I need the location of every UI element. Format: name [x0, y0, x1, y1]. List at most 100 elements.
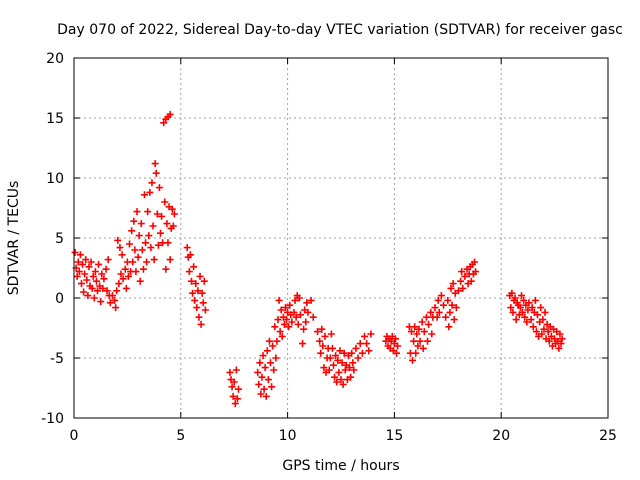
data-point [158, 212, 166, 220]
data-point [132, 268, 140, 276]
data-point [254, 368, 262, 376]
x-tick-label: 10 [279, 428, 297, 444]
data-point [448, 301, 456, 309]
data-point [532, 328, 540, 336]
data-point [143, 258, 151, 266]
data-point [261, 364, 269, 372]
y-tick-label: 15 [46, 111, 64, 127]
data-point [73, 272, 81, 280]
data-point [117, 270, 125, 278]
data-point [431, 304, 439, 312]
data-point [428, 330, 436, 338]
data-point [138, 246, 146, 254]
data-point [435, 308, 443, 316]
data-point [114, 236, 122, 244]
data-point [446, 308, 454, 316]
data-point [256, 359, 264, 367]
data-point [232, 366, 240, 374]
data-point [328, 344, 336, 352]
data-point [87, 258, 95, 266]
data-point [320, 364, 328, 372]
x-tick-label: 20 [492, 428, 510, 444]
data-point [231, 400, 239, 408]
data-point [268, 383, 276, 391]
data-point [74, 258, 82, 266]
data-point [80, 288, 88, 296]
data-point [334, 356, 342, 364]
data-point [411, 323, 419, 331]
data-point [83, 276, 91, 284]
data-point [280, 320, 288, 328]
data-point [258, 373, 266, 381]
data-point [424, 337, 432, 345]
grid-lines [74, 58, 608, 418]
y-tick-label: 20 [46, 51, 64, 67]
data-point [360, 332, 368, 340]
data-point [437, 292, 445, 300]
data-point [418, 318, 426, 326]
data-point [394, 342, 402, 350]
data-point [273, 337, 281, 345]
data-point [348, 349, 356, 357]
x-tick-label: 25 [599, 428, 617, 444]
data-point [275, 296, 283, 304]
data-point [283, 316, 291, 324]
data-point [84, 292, 92, 300]
data-point [520, 296, 528, 304]
data-point [531, 296, 539, 304]
data-point [149, 222, 157, 230]
data-point [186, 251, 194, 259]
data-point [326, 354, 334, 362]
data-point [137, 220, 145, 228]
data-point [144, 208, 152, 216]
data-point [524, 306, 532, 314]
data-point [450, 316, 458, 324]
data-point [452, 304, 460, 312]
data-point [124, 272, 132, 280]
data-point [391, 335, 399, 343]
data-point [195, 313, 203, 321]
data-point [338, 359, 346, 367]
data-point [77, 280, 85, 288]
data-point [200, 277, 208, 285]
data-point [271, 323, 279, 331]
data-point [79, 260, 87, 268]
data-point [170, 210, 178, 218]
data-point [134, 253, 142, 261]
data-point [230, 378, 238, 386]
data-point [112, 304, 120, 312]
data-point [108, 292, 116, 300]
data-point [331, 373, 339, 381]
data-point [197, 320, 205, 328]
data-point [307, 296, 315, 304]
data-point [91, 268, 99, 276]
data-point [318, 325, 326, 333]
axis-ticks [73, 57, 609, 419]
data-point [262, 392, 270, 400]
data-point [354, 354, 362, 362]
y-tick-label: -10 [41, 411, 64, 427]
data-point [189, 289, 197, 297]
data-point [539, 316, 547, 324]
data-point [135, 232, 143, 240]
data-point [88, 284, 96, 292]
y-tick-label: 0 [55, 291, 64, 307]
data-point [534, 311, 542, 319]
data-point [333, 378, 341, 386]
data-point [517, 292, 525, 300]
data-point [148, 179, 156, 187]
data-point [319, 342, 327, 350]
data-point [461, 272, 469, 280]
data-point [330, 361, 338, 369]
data-point [100, 275, 108, 283]
data-point [183, 244, 191, 252]
data-point [106, 299, 114, 307]
data-point [350, 366, 358, 374]
data-point [160, 119, 168, 127]
x-axis-label: GPS time / hours [282, 458, 399, 474]
data-point [99, 284, 107, 292]
data-point [358, 349, 366, 357]
data-point [102, 265, 110, 273]
data-point [155, 184, 163, 192]
